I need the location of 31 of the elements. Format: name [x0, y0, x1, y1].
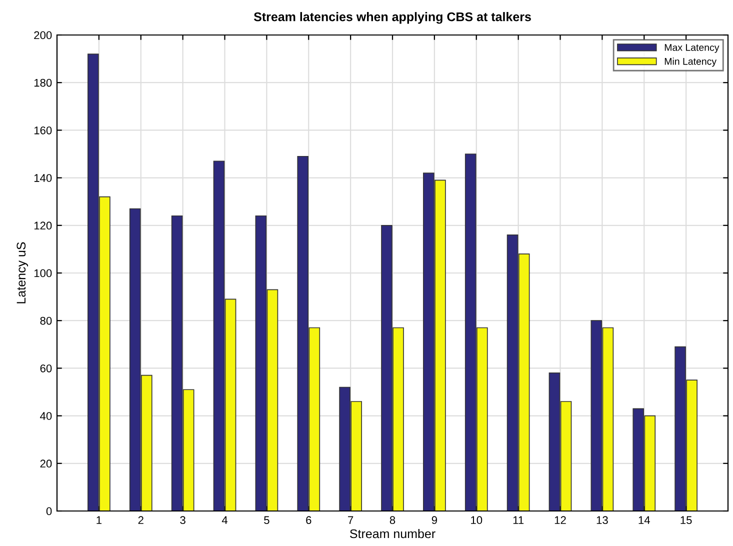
x-tick-label: 13: [596, 516, 608, 524]
y-tick-label: 180: [34, 78, 52, 87]
x-tick-label: 7: [348, 516, 354, 524]
y-axis-title: Latency uS: [16, 242, 28, 304]
x-tick-label: 11: [513, 516, 524, 524]
legend-label: Max Latency: [664, 44, 720, 53]
y-tick-label: 200: [34, 31, 52, 40]
legend-label: Min Latency: [664, 58, 717, 67]
y-tick-label: 100: [34, 269, 52, 278]
y-tick-label: 0: [46, 507, 52, 516]
x-tick-label: 2: [138, 516, 144, 524]
y-tick-label: 160: [34, 126, 52, 134]
y-tick-label: 80: [40, 316, 52, 325]
y-tick-label: 120: [34, 222, 52, 230]
x-tick-label: 15: [680, 516, 692, 524]
x-tick-label: 10: [471, 516, 482, 524]
x-tick-label: 1: [96, 516, 102, 524]
y-tick-label: 60: [40, 364, 52, 372]
y-tick-label: 140: [34, 174, 52, 182]
x-tick-label: 6: [306, 516, 312, 524]
chart-title: Stream latencies when applying CBS at talkers: [254, 12, 531, 24]
x-tick-label: 4: [222, 516, 228, 524]
x-tick-label: 5: [264, 516, 270, 524]
y-tick-label: 40: [40, 412, 52, 420]
x-tick-label: 9: [432, 516, 437, 524]
x-tick-label: 14: [638, 516, 650, 524]
y-tick-label: 20: [40, 460, 52, 468]
x-tick-label: 3: [180, 516, 186, 524]
x-tick-label: 8: [390, 516, 396, 524]
x-axis-title: Stream number: [350, 528, 436, 538]
x-tick-label: 12: [554, 516, 566, 524]
